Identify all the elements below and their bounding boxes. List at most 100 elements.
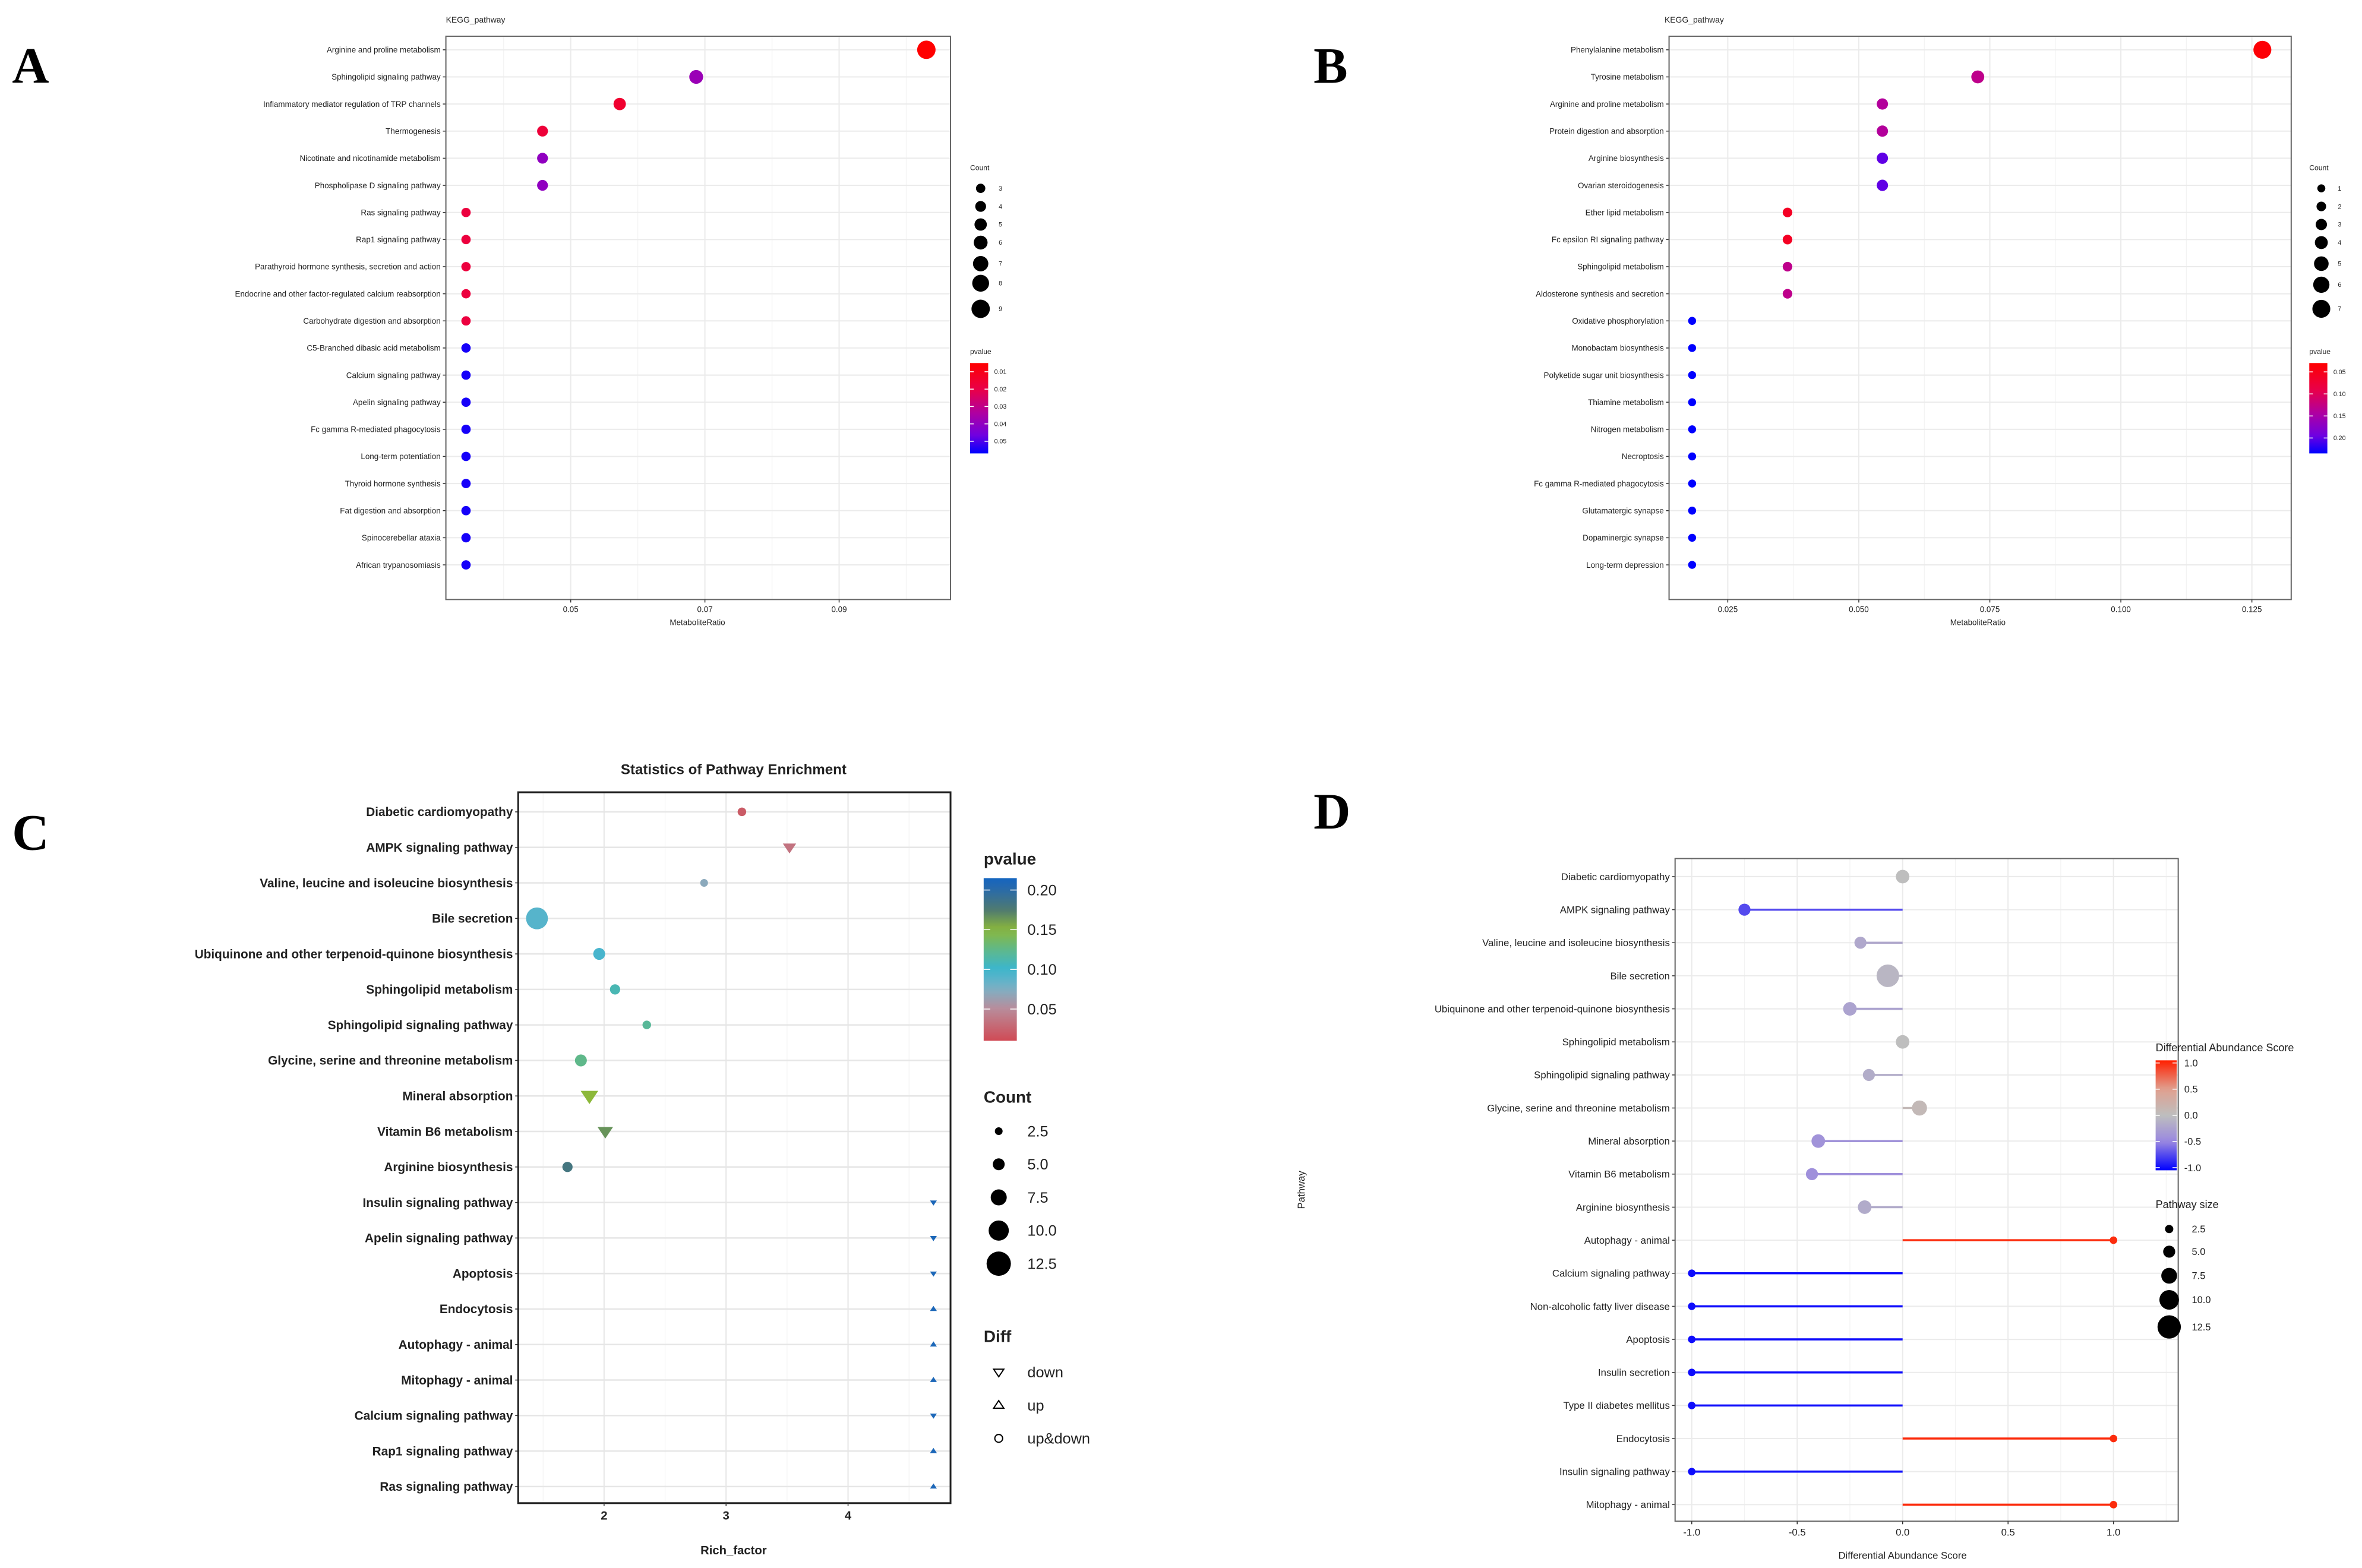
data-point [537, 179, 548, 191]
data-point [461, 370, 471, 380]
x-tick-label: 0.09 [831, 605, 847, 614]
lollipop-point [1876, 964, 1899, 987]
y-tick-label: Phospholipase D signaling pathway [315, 181, 441, 190]
y-tick-label: Sphingolipid signaling pathway [331, 72, 441, 81]
data-point [1688, 479, 1697, 488]
data-point [613, 97, 626, 110]
y-tick-label: Oxidative phosphorylation [1572, 317, 1663, 325]
y-tick-label: Insulin secretion [1598, 1367, 1670, 1379]
y-tick-label: Arginine biosynthesis [384, 1161, 513, 1174]
legend-color-title: Differential Abundance Score [2156, 1042, 2294, 1054]
legend-size-label: 10.0 [2192, 1295, 2211, 1305]
y-tick-label: AMPK signaling pathway [366, 841, 513, 855]
y-tick-label: Spinocerebellar ataxia [362, 533, 441, 542]
legend-color-label: 0.10 [2333, 391, 2346, 398]
panel-label-b: B [1313, 37, 1348, 94]
legend-shape-circle [994, 1434, 1003, 1443]
plot-border [1674, 858, 2179, 1522]
legend-shape-triangle-down [992, 1368, 1005, 1378]
legend-size-label: 5.0 [2192, 1247, 2205, 1257]
y-tick-label: Sphingolipid metabolism [1577, 263, 1664, 271]
x-axis-label: Rich_factor [700, 1544, 767, 1557]
y-tick-label: Type II diabetes mellitus [1563, 1400, 1669, 1411]
legend-size-swatch [2312, 299, 2331, 318]
y-tick-label: Sphingolipid metabolism [366, 983, 513, 997]
y-tick-label: Insulin signaling pathway [363, 1196, 513, 1210]
legend-size-label: 6 [2338, 282, 2341, 289]
lollipop-point [1858, 1200, 1872, 1214]
data-point-triangle-down [580, 1090, 599, 1104]
data-point [1688, 398, 1697, 406]
legend-size-swatch [2314, 236, 2328, 249]
legend-colorbar [983, 878, 1017, 1041]
data-point [461, 451, 471, 461]
y-tick-label: African trypanosomiasis [356, 561, 441, 570]
data-point-circle [562, 1162, 573, 1172]
x-tick-label: 0.075 [1980, 605, 2000, 614]
y-tick-label: Fc gamma R-mediated phagocytosis [1534, 479, 1664, 488]
legend-size-label: 7.5 [1027, 1190, 1048, 1206]
y-tick-label: Monobactam biosynthesis [1572, 344, 1664, 353]
legend-size-swatch [2165, 1225, 2174, 1234]
data-point-triangle-up [930, 1483, 937, 1489]
data-point [461, 560, 471, 570]
panel-label-d: D [1313, 783, 1350, 840]
y-tick-label: Sphingolipid metabolism [1562, 1036, 1670, 1048]
plot-border [445, 36, 952, 600]
x-tick-label: 0.050 [1849, 605, 1869, 614]
y-tick-label: C5-Branched dibasic acid metabolism [307, 344, 440, 353]
lollipop-point [1912, 1100, 1927, 1116]
legend-color-label: 0.15 [2333, 413, 2346, 420]
data-point-triangle-down [930, 1414, 937, 1419]
legend-size-label: 1 [2338, 185, 2341, 192]
legend-color-label: 0.15 [1027, 922, 1056, 938]
data-point [1688, 507, 1697, 515]
y-tick-label: Mitophagy - animal [1586, 1499, 1670, 1510]
x-axis-label: MetaboliteRatio [670, 618, 725, 627]
y-tick-label: Fat digestion and absorption [340, 506, 440, 515]
y-tick-label: Endocytosis [1616, 1433, 1670, 1444]
legend-size-label: 3 [2338, 222, 2341, 229]
legend-size-swatch [972, 274, 989, 292]
y-tick-label: AMPK signaling pathway [1560, 904, 1671, 915]
lollipop-point [1811, 1134, 1826, 1148]
y-tick-label: Arginine biosynthesis [1589, 154, 1664, 163]
panel-b: Phenylalanine metabolism Tyrosine metabol… [1534, 15, 2345, 627]
data-point [461, 316, 471, 326]
y-tick-label: Autophagy - animal [399, 1338, 513, 1352]
legend-color-label: 0.5 [2184, 1085, 2198, 1095]
legend-size-label: 7.5 [2192, 1271, 2205, 1282]
y-tick-label: Apelin signaling pathway [365, 1232, 513, 1245]
legend-color-label: 0.20 [2333, 435, 2346, 442]
plot-border [1668, 36, 2292, 600]
data-point [1877, 152, 1889, 164]
legend-size-label: 10.0 [1027, 1223, 1056, 1240]
lollipop-point [1688, 1303, 1696, 1310]
legend-size-label: 5.0 [1027, 1156, 1048, 1173]
legend-size-label: 7 [2338, 306, 2341, 313]
lollipop-point [1688, 1468, 1696, 1476]
data-point-circle [593, 948, 605, 960]
y-tick-label: Sphingolipid signaling pathway [328, 1019, 513, 1032]
legend-color-label: 0.0 [2184, 1111, 2198, 1121]
legend-size-swatch [2157, 1315, 2181, 1339]
data-point [689, 69, 703, 84]
y-tick-label: Inflammatory mediator regulation of TRP … [263, 100, 441, 109]
x-tick-label: 0.5 [2001, 1527, 2015, 1538]
panel-label-c: C [12, 804, 49, 861]
x-tick-label: 0.05 [563, 605, 579, 614]
legend-color-label: -0.5 [2184, 1137, 2201, 1147]
y-tick-label: Fc gamma R-mediated phagocytosis [311, 425, 441, 434]
legend-size-swatch [2317, 184, 2326, 192]
data-point [537, 153, 548, 164]
lollipop-point [1688, 1335, 1696, 1343]
lollipop-point [2110, 1434, 2118, 1443]
lollipop-point [1854, 937, 1867, 949]
y-tick-label: Diabetic cardiomyopathy [366, 805, 513, 819]
lollipop-point [1688, 1368, 1696, 1377]
data-point [461, 262, 471, 271]
legend-color-label: 0.05 [1027, 1001, 1056, 1018]
legend-color-label: 0.05 [2333, 369, 2346, 376]
data-point [461, 479, 471, 488]
data-point-circle [574, 1054, 587, 1067]
